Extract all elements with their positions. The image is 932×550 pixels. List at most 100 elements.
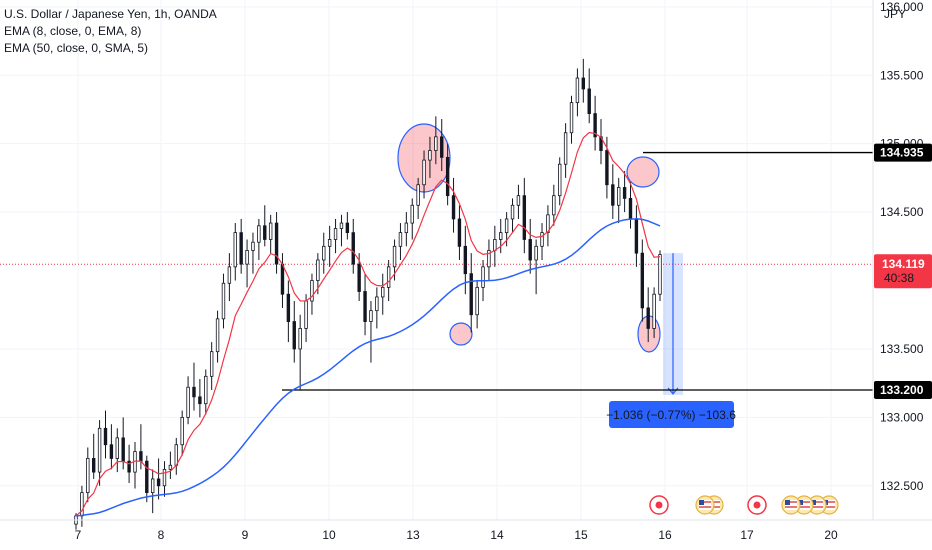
candle-body: [162, 468, 167, 487]
time-tick-label: 14: [490, 528, 504, 542]
candle-body: [363, 291, 367, 322]
candle-body: [198, 396, 202, 405]
candle-body: [398, 232, 403, 247]
candle-body: [145, 460, 149, 494]
time-tick-label: 17: [740, 528, 754, 542]
candle-body: [204, 375, 208, 405]
candle-body: [440, 136, 444, 158]
candle-body: [369, 310, 373, 322]
time-tick-label: 9: [242, 528, 249, 542]
candle-body: [575, 77, 580, 104]
candle-body: [563, 132, 568, 165]
event-target-dot: [655, 501, 663, 509]
flag-field: [811, 500, 823, 510]
candle-body: [345, 222, 350, 234]
candle-body: [322, 245, 326, 261]
candle-body: [593, 113, 597, 138]
candle-body: [227, 266, 232, 284]
price-tick-label: 136.000: [880, 0, 924, 14]
candle-body: [215, 318, 220, 353]
price-tick-label: 133.500: [880, 342, 924, 356]
candle-body: [115, 437, 119, 459]
candle-body: [174, 444, 178, 466]
candle-body: [540, 232, 544, 247]
ema-50-line: [75, 218, 661, 517]
time-axis: 7 8 9 10 13 14 15 16 17 20: [75, 528, 838, 542]
candle-body: [80, 492, 84, 517]
candle-body: [97, 427, 102, 473]
measure-label: −1.036 (−0.77%) −103.6: [606, 408, 736, 422]
symbol-title[interactable]: U.S. Dollar / Japanese Yen, 1h, OANDA: [4, 7, 217, 21]
highlight-circle: [626, 156, 660, 188]
candle-body: [375, 296, 379, 312]
candle-body: [221, 282, 226, 320]
candle-body: [634, 218, 639, 254]
time-tick-label: 20: [824, 528, 838, 542]
candle-body: [605, 150, 609, 186]
candle-body: [357, 263, 361, 292]
price-tick-label: 134.500: [880, 205, 924, 219]
flag-field: [823, 500, 835, 510]
candle-body: [516, 195, 521, 206]
candle-body: [316, 259, 320, 281]
last-price-tag-bg: [874, 254, 932, 289]
flag-field: [785, 500, 797, 510]
ema-8-line: [75, 131, 661, 517]
candle-body: [86, 458, 90, 494]
candle-body: [622, 187, 627, 199]
candle-body: [286, 293, 291, 322]
candle-body: [481, 266, 485, 288]
candle-body: [652, 293, 656, 329]
candle-body: [327, 239, 332, 247]
candle-body: [268, 222, 273, 240]
ema-50-legend[interactable]: EMA (50, close, 0, SMA, 5): [4, 41, 149, 55]
candle-body: [487, 250, 491, 268]
time-tick-label: 16: [658, 528, 672, 542]
candle-body: [392, 245, 397, 268]
candle-body: [109, 444, 114, 459]
candle-body: [304, 300, 308, 329]
time-tick-label: 13: [406, 528, 420, 542]
chart-legend: U.S. Dollar / Japanese Yen, 1h, OANDA EM…: [4, 6, 217, 57]
candle-body: [186, 386, 190, 418]
candle-body: [239, 232, 243, 265]
candle-body: [451, 195, 456, 220]
candle-body: [103, 427, 108, 446]
candle-body: [257, 225, 261, 243]
candle-body: [233, 232, 237, 268]
candle-body: [298, 328, 302, 350]
candle-body: [469, 273, 473, 316]
candle-body: [251, 241, 255, 251]
ema-8-legend[interactable]: EMA (8, close, 0, EMA, 8): [4, 24, 142, 38]
candle-body: [156, 478, 161, 487]
candle-body: [150, 478, 155, 494]
time-tick-label: 15: [574, 528, 588, 542]
candle-body: [558, 163, 562, 197]
candle-body: [587, 88, 591, 114]
candle-body: [617, 187, 621, 206]
candle-body: [646, 307, 650, 329]
currency-label: JPY: [884, 7, 906, 21]
level-tag-134935-text: 134.935: [880, 146, 924, 160]
candle-body: [381, 286, 385, 298]
candle-body: [422, 159, 426, 186]
candle-body: [658, 254, 662, 295]
candle-body: [280, 263, 285, 295]
flag-field: [699, 500, 711, 510]
ema-lines: [75, 131, 661, 517]
time-tick-label: 8: [158, 528, 165, 542]
candle-body: [522, 195, 527, 240]
candle-body: [457, 218, 462, 247]
event-target-dot: [753, 501, 761, 509]
candle-body: [351, 232, 355, 265]
candle-body: [91, 458, 96, 473]
candle-body: [499, 232, 503, 240]
candle-body: [581, 77, 586, 90]
last-price-countdown: 40:38: [884, 271, 914, 285]
candle-body: [640, 252, 645, 309]
flag-field: [798, 500, 810, 510]
candle-body: [493, 239, 497, 251]
candle-body: [339, 222, 344, 229]
